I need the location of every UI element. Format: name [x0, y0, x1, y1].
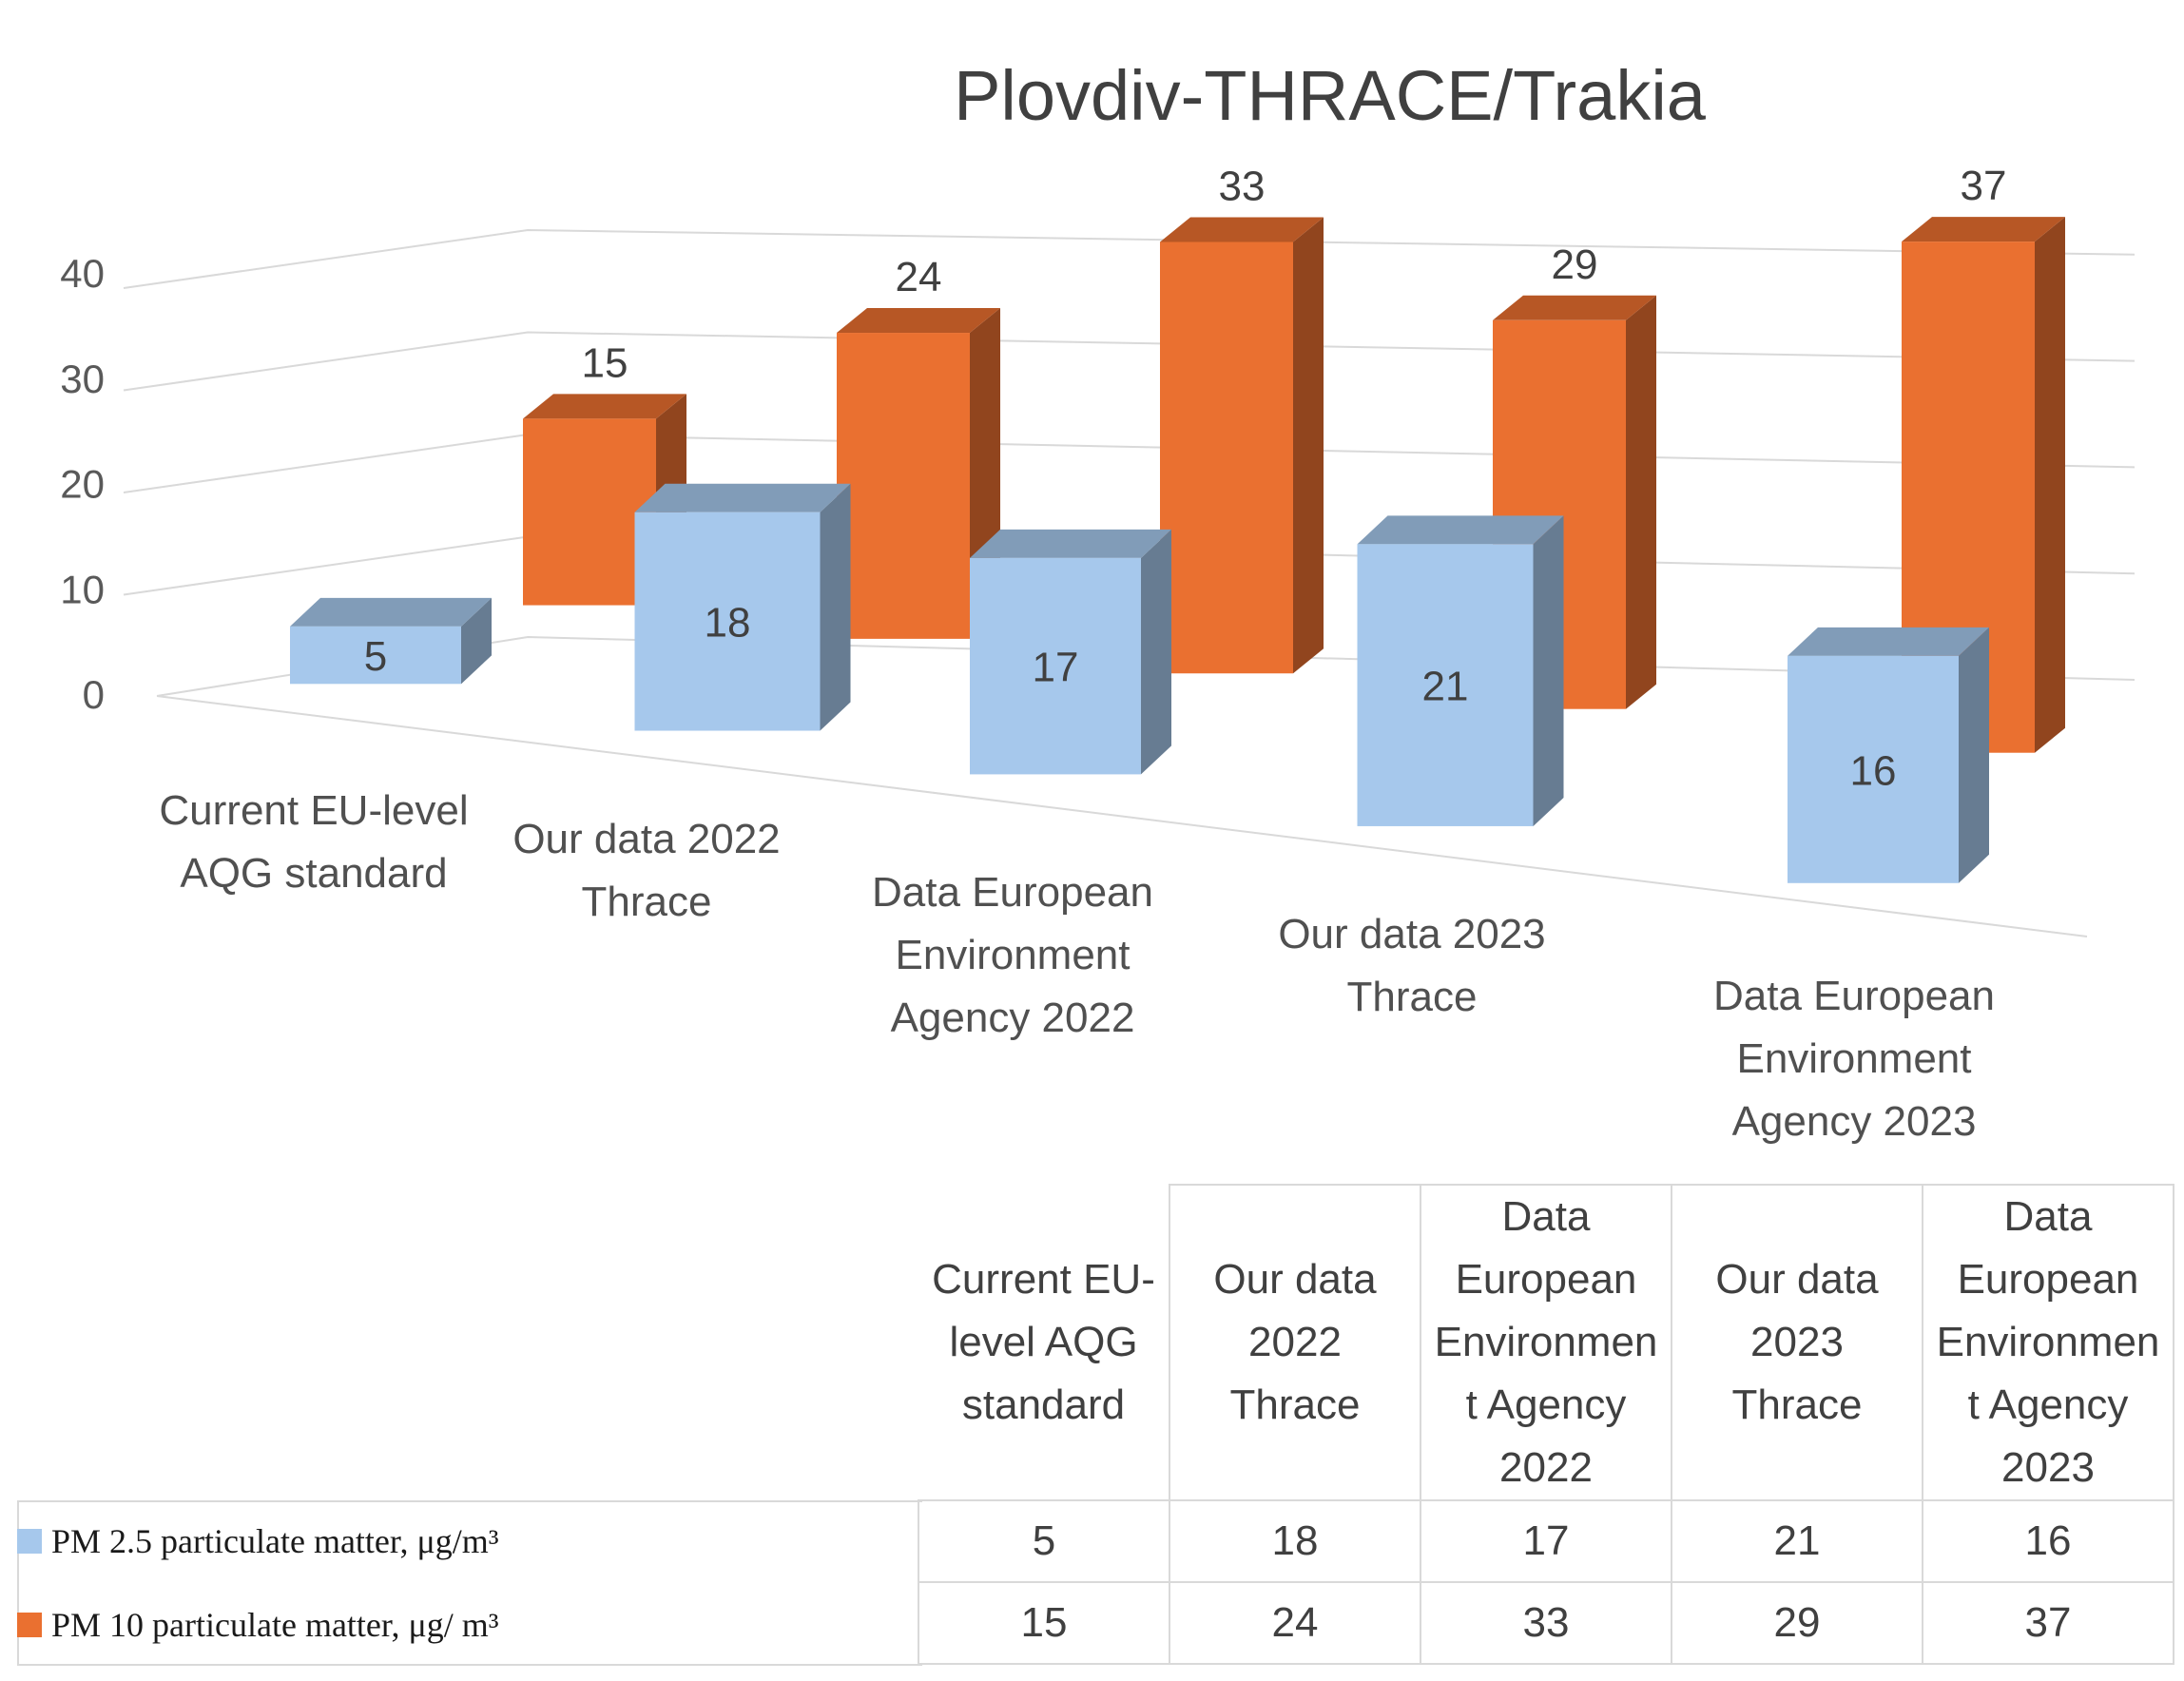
gridline: [123, 433, 2136, 493]
bar-pm25-side: [461, 597, 492, 685]
bar-pm25: [290, 626, 461, 685]
category-label: Our data 2023 Thrace: [1278, 911, 1546, 1020]
bar-pm10-top: [523, 394, 686, 419]
table-row: 15 24 33 29 37: [918, 1581, 2174, 1665]
bar-pm10-side: [1293, 217, 1324, 674]
legend-swatch-pm25: [17, 1529, 42, 1554]
legend-label-pm10: PM 10 particulate matter, μg/ m³: [51, 1606, 499, 1644]
bar-pm25-top: [290, 597, 492, 627]
category-label: Data European Environment Agency 2022: [872, 869, 1153, 1041]
bar-pm25-top: [1788, 627, 1989, 656]
legend-label-pm25: PM 2.5 particulate matter, μg/m³: [51, 1522, 499, 1560]
legend-swatch-pm10: [17, 1613, 42, 1637]
bar-pm25: [1788, 655, 1959, 883]
bar-pm10-side: [2035, 217, 2065, 753]
table-header-cell: Current EU- level AQG standard: [918, 1185, 1170, 1501]
table-header-row: Current EU- level AQG standard Our data …: [918, 1184, 2174, 1501]
gridline: [123, 331, 2136, 392]
data-label: 15: [582, 339, 628, 386]
bar-pm25-side: [1959, 627, 1989, 883]
y-tick-label: 10: [60, 567, 105, 611]
data-label: 5: [364, 633, 387, 680]
bar-pm10-top: [837, 308, 1000, 334]
table-cell: 15: [918, 1581, 1170, 1665]
table-cell: 18: [1169, 1499, 1421, 1583]
bar-pm25-side: [820, 483, 851, 731]
table-header-cell: Data European Environmen t Agency 2022: [1420, 1184, 1672, 1501]
category-label: Current EU-level AQG standard: [159, 787, 469, 897]
bar-pm25-side: [1533, 515, 1564, 826]
bar-pm25-top: [970, 529, 1171, 558]
bar-pm10: [523, 418, 656, 606]
y-tick-label: 20: [60, 462, 105, 507]
data-label: 37: [1961, 163, 2007, 209]
legend-frame: [17, 1500, 922, 1666]
bar-pm25-side: [1141, 529, 1171, 775]
y-tick-label: 0: [83, 672, 105, 717]
table-header-cell: Data European Environmen t Agency 2023: [1922, 1184, 2174, 1501]
table-cell: 16: [1922, 1499, 2174, 1583]
floor-front-edge: [156, 695, 2088, 937]
bar-pm10: [1160, 242, 1293, 674]
y-tick-label: 40: [60, 251, 105, 296]
table-header-cell: Our data 2023 Thrace: [1671, 1184, 1923, 1501]
bar-pm10-side: [1626, 295, 1656, 709]
data-label: 17: [1033, 645, 1079, 691]
category-label: Data European Environment Agency 2023: [1713, 973, 1995, 1145]
bar-pm10-top: [1493, 295, 1656, 320]
bar-pm10-top: [1902, 217, 2065, 242]
data-label: 18: [705, 600, 751, 647]
category-label: Our data 2022 Thrace: [512, 816, 781, 925]
table-cell: 29: [1671, 1581, 1923, 1665]
data-label: 29: [1552, 242, 1598, 288]
bar-pm25-top: [634, 483, 851, 512]
table-cell: 17: [1420, 1499, 1672, 1583]
gridline: [123, 228, 2136, 289]
data-label: 16: [1850, 747, 1897, 794]
bar-pm10-top: [1160, 217, 1324, 242]
legend-item-pm25: PM 2.5 particulate matter, μg/m³: [17, 1521, 499, 1561]
bar-pm25: [970, 557, 1141, 775]
chart-title: Plovdiv-THRACE/Trakia: [954, 56, 1706, 135]
table-cell: 24: [1169, 1581, 1421, 1665]
table-cell: 21: [1671, 1499, 1923, 1583]
legend-item-pm10: PM 10 particulate matter, μg/ m³: [17, 1605, 499, 1645]
chart-plot: 0 10 20 30 40 15 24 33 29 37 5 18 17 21 16: [60, 163, 2136, 937]
table-header-cell: Our data 2022 Thrace: [1169, 1184, 1421, 1501]
y-tick-label: 30: [60, 357, 105, 401]
data-label: 24: [896, 254, 942, 300]
bar-pm25: [634, 512, 821, 731]
bar-pm25: [1357, 544, 1534, 826]
table-cell: 37: [1922, 1581, 2174, 1665]
data-table: Current EU- level AQG standard Our data …: [918, 1184, 2174, 1665]
bar-pm10: [837, 333, 970, 639]
table-cell: 33: [1420, 1581, 1672, 1665]
data-label: 33: [1219, 164, 1266, 210]
data-label: 21: [1422, 664, 1469, 710]
bar-pm25-top: [1357, 515, 1564, 545]
table-cell: 5: [918, 1499, 1170, 1583]
table-row: 5 18 17 21 16: [918, 1499, 2174, 1583]
